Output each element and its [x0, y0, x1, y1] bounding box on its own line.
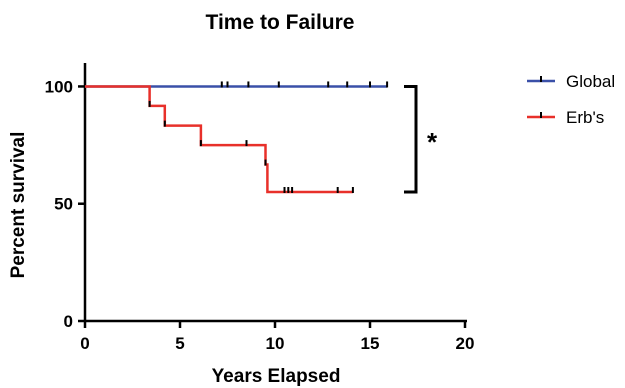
legend-label-erb-s: Erb's [566, 108, 604, 127]
x-tick-label: 0 [80, 334, 89, 353]
series-layer [85, 81, 389, 194]
y-tick-label: 50 [54, 195, 73, 214]
series-line-erb-s [85, 85, 353, 194]
chart-title: Time to Failure [206, 11, 355, 34]
y-tick-label: 100 [45, 77, 73, 96]
x-tick-label: 15 [361, 334, 380, 353]
x-tick-label: 5 [175, 334, 184, 353]
y-axis-label: Percent survival [8, 132, 29, 279]
x-tick-label: 10 [266, 334, 285, 353]
legend-label-global: Global [566, 72, 615, 91]
x-axis-label: Years Elapsed [212, 366, 341, 387]
x-tick-label: 20 [456, 334, 475, 353]
y-tick-label: 0 [64, 312, 73, 331]
legend: Global Erb's [527, 72, 615, 127]
axis-ticks: 0 5 10 15 20 0 50 100 [45, 77, 475, 353]
significance-bracket: * [404, 84, 438, 194]
bracket-line [404, 84, 418, 194]
significance-marker: * [427, 127, 438, 157]
